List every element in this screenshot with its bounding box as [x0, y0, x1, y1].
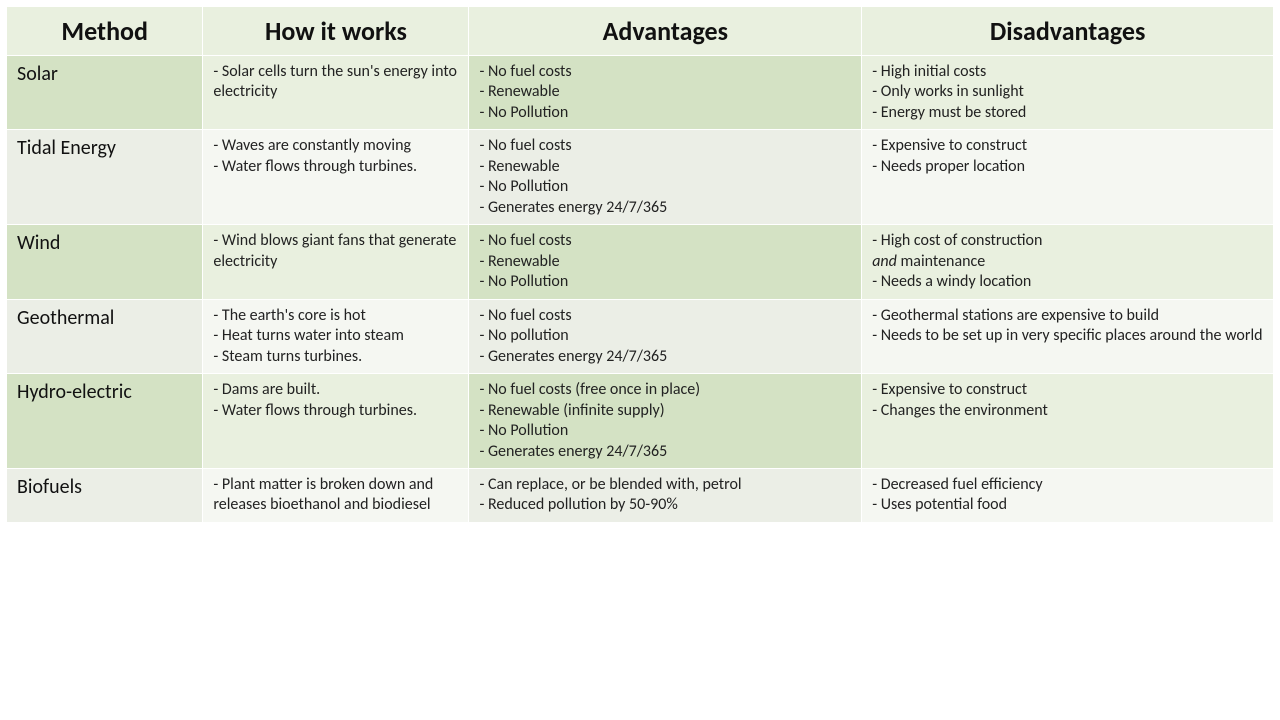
cell-advantages: - No fuel costs- No pollution- Generates…	[469, 299, 862, 373]
cell-method: Biofuels	[7, 468, 203, 522]
col-advantages: Advantages	[469, 7, 862, 56]
energy-methods-table: Method How it works Advantages Disadvant…	[6, 6, 1274, 523]
cell-disadvantages: - Expensive to construct- Needs proper l…	[862, 130, 1274, 225]
table-row: Biofuels- Plant matter is broken down an…	[7, 468, 1274, 522]
col-disadvantages: Disadvantages	[862, 7, 1274, 56]
cell-how-it-works: - Solar cells turn the sun's energy into…	[203, 56, 469, 130]
col-method: Method	[7, 7, 203, 56]
table-row: Solar- Solar cells turn the sun's energy…	[7, 56, 1274, 130]
cell-how-it-works: - Plant matter is broken down and releas…	[203, 468, 469, 522]
cell-method: Solar	[7, 56, 203, 130]
table-row: Geothermal- The earth's core is hot- Hea…	[7, 299, 1274, 373]
cell-advantages: - Can replace, or be blended with, petro…	[469, 468, 862, 522]
cell-disadvantages: - Geothermal stations are expensive to b…	[862, 299, 1274, 373]
cell-how-it-works: - Wind blows giant fans that generate el…	[203, 225, 469, 299]
cell-how-it-works: - The earth's core is hot- Heat turns wa…	[203, 299, 469, 373]
cell-disadvantages: - High cost of constructionand maintenan…	[862, 225, 1274, 299]
cell-disadvantages: - Decreased fuel efficiency- Uses potent…	[862, 468, 1274, 522]
cell-method: Geothermal	[7, 299, 203, 373]
cell-disadvantages: - Expensive to construct- Changes the en…	[862, 374, 1274, 469]
cell-advantages: - No fuel costs (free once in place)- Re…	[469, 374, 862, 469]
cell-advantages: - No fuel costs- Renewable- No Pollution	[469, 225, 862, 299]
table-header-row: Method How it works Advantages Disadvant…	[7, 7, 1274, 56]
cell-advantages: - No fuel costs- Renewable- No Pollution…	[469, 130, 862, 225]
cell-method: Hydro-electric	[7, 374, 203, 469]
table-row: Wind- Wind blows giant fans that generat…	[7, 225, 1274, 299]
table-row: Tidal Energy- Waves are constantly movin…	[7, 130, 1274, 225]
col-how-it-works: How it works	[203, 7, 469, 56]
table-row: Hydro-electric- Dams are built.- Water f…	[7, 374, 1274, 469]
cell-method: Wind	[7, 225, 203, 299]
cell-disadvantages: - High initial costs- Only works in sunl…	[862, 56, 1274, 130]
cell-advantages: - No fuel costs- Renewable- No Pollution	[469, 56, 862, 130]
cell-how-it-works: - Dams are built.- Water flows through t…	[203, 374, 469, 469]
cell-how-it-works: - Waves are constantly moving- Water flo…	[203, 130, 469, 225]
cell-method: Tidal Energy	[7, 130, 203, 225]
